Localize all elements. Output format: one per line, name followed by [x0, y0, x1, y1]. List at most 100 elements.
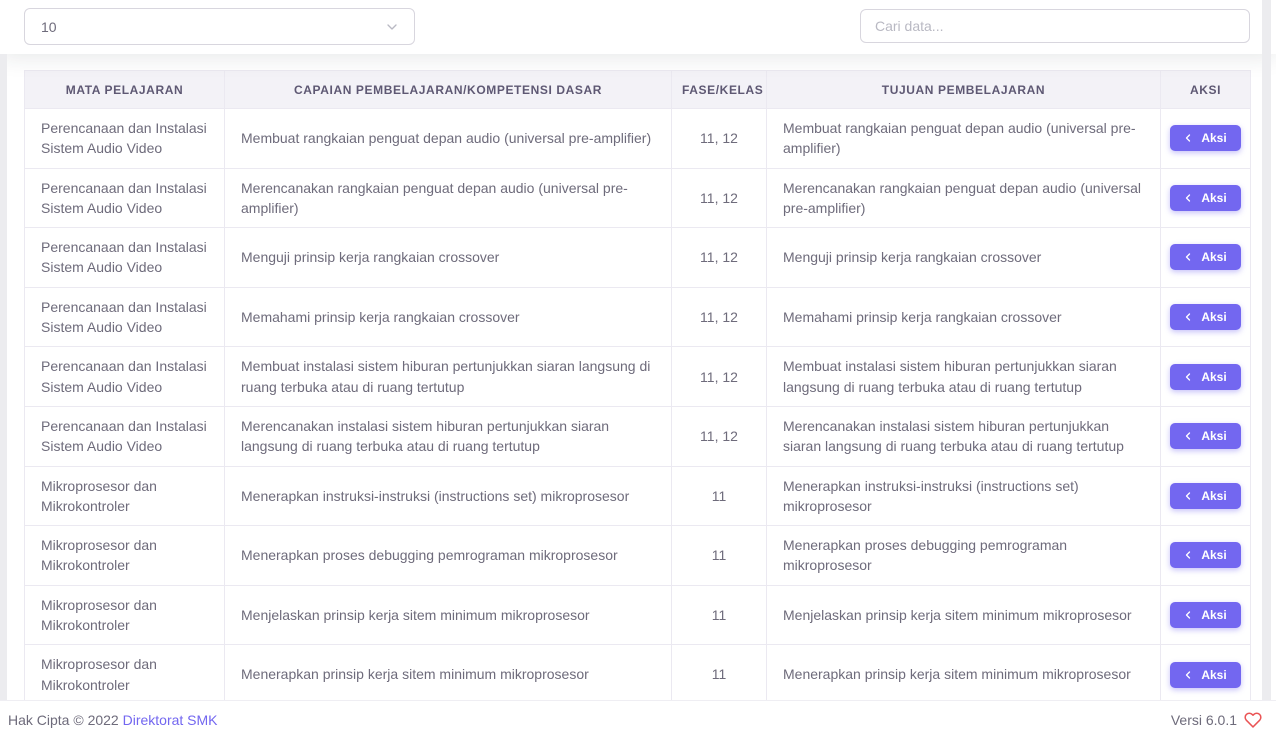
cell-fase-kelas: 11 — [671, 465, 767, 527]
chevron-left-icon — [1186, 134, 1191, 142]
cell-capaian: Merencanakan rangkaian penguat depan aud… — [224, 167, 672, 229]
direktorat-smk-link[interactable]: Direktorat SMK — [122, 711, 218, 728]
cell-mata-pelajaran: Perencanaan dan Instalasi Sistem Audio V… — [24, 346, 225, 407]
search-input[interactable] — [860, 9, 1250, 43]
datatable-toolbar: 10 — [0, 0, 1276, 54]
cell-tujuan: Menerapkan prinsip kerja sitem minimum m… — [766, 644, 1161, 700]
cell-mata-pelajaran: Mikroprosesor dan Mikrokontroler — [24, 644, 225, 700]
cell-mata-pelajaran: Perencanaan dan Instalasi Sistem Audio V… — [24, 167, 225, 229]
aksi-button-label: Aksi — [1201, 548, 1227, 563]
chevron-left-icon — [1186, 551, 1191, 560]
cell-tujuan: Membuat rangkaian penguat depan audio (u… — [766, 108, 1161, 169]
cell-fase-kelas: 11 — [671, 525, 767, 586]
aksi-button-label: Aksi — [1201, 608, 1227, 623]
chevron-left-icon — [1186, 670, 1191, 679]
cell-mata-pelajaran: Mikroprosesor dan Mikrokontroler — [24, 525, 225, 586]
page-footer: Hak Cipta © 2022 Direktorat SMK Versi 6.… — [0, 700, 1276, 738]
cell-capaian: Menerapkan prinsip kerja sitem minimum m… — [224, 644, 672, 700]
cell-capaian: Menerapkan proses debugging pemrograman … — [224, 525, 672, 586]
table-row: Perencanaan dan Instalasi Sistem Audio V… — [24, 346, 1251, 407]
page-background-gutter — [0, 54, 7, 700]
aksi-button[interactable]: Aksi — [1170, 125, 1241, 152]
curriculum-table: MATA PELAJARAN CAPAIAN PEMBELAJARAN/KOMP… — [24, 70, 1251, 700]
aksi-button-label: Aksi — [1201, 667, 1227, 682]
version-text: Versi 6.0.1 — [1170, 711, 1237, 728]
cell-mata-pelajaran: Perencanaan dan Instalasi Sistem Audio V… — [24, 108, 225, 169]
table-row: Mikroprosesor dan Mikrokontroler Menerap… — [24, 465, 1251, 527]
vertical-scrollbar[interactable] — [1262, 0, 1271, 700]
cell-tujuan: Memahami prinsip kerja rangkaian crossov… — [766, 286, 1161, 348]
cell-capaian: Menerapkan instruksi-instruksi (instruct… — [224, 465, 672, 527]
chevron-left-icon — [1186, 492, 1191, 500]
aksi-button[interactable]: Aksi — [1170, 184, 1241, 211]
chevron-left-icon — [1186, 194, 1191, 202]
aksi-button[interactable]: Aksi — [1170, 423, 1241, 450]
table-row: Mikroprosesor dan Mikrokontroler Menerap… — [24, 525, 1251, 586]
aksi-button[interactable]: Aksi — [1170, 244, 1241, 271]
header-fase-kelas: FASE/KELAS — [671, 70, 767, 109]
aksi-button[interactable]: Aksi — [1170, 602, 1241, 629]
cell-tujuan: Menjelaskan prinsip kerja sitem minimum … — [766, 584, 1161, 646]
aksi-button-label: Aksi — [1201, 250, 1227, 265]
aksi-button-label: Aksi — [1201, 190, 1227, 205]
chevron-left-icon — [1186, 253, 1191, 262]
header-aksi: AKSI — [1160, 70, 1251, 109]
cell-tujuan: Menguji prinsip kerja rangkaian crossove… — [766, 227, 1161, 288]
table-row: Perencanaan dan Instalasi Sistem Audio V… — [24, 286, 1251, 348]
copyright-prefix: Hak Cipta © 2022 — [8, 711, 123, 728]
header-capaian: CAPAIAN PEMBELAJARAN/KOMPETENSI DASAR — [224, 70, 672, 109]
cell-fase-kelas: 11 — [671, 644, 767, 700]
chevron-left-icon — [1186, 313, 1191, 321]
cell-tujuan: Merencanakan rangkaian penguat depan aud… — [766, 167, 1161, 229]
cell-tujuan: Menerapkan instruksi-instruksi (instruct… — [766, 465, 1161, 527]
cell-fase-kelas: 11, 12 — [671, 227, 767, 288]
cell-mata-pelajaran: Perencanaan dan Instalasi Sistem Audio V… — [24, 286, 225, 348]
aksi-button[interactable]: Aksi — [1170, 482, 1241, 509]
aksi-button-label: Aksi — [1201, 429, 1227, 444]
cell-tujuan: Membuat instalasi sistem hiburan pertunj… — [766, 346, 1161, 407]
aksi-button[interactable]: Aksi — [1170, 304, 1241, 331]
cell-tujuan: Merencanakan instalasi sistem hiburan pe… — [766, 405, 1161, 467]
page-size-select[interactable]: 10 — [24, 8, 415, 45]
aksi-button-label: Aksi — [1201, 310, 1227, 325]
cell-capaian: Memahami prinsip kerja rangkaian crossov… — [224, 286, 672, 348]
aksi-button[interactable]: Aksi — [1170, 363, 1241, 390]
table-body: Perencanaan dan Instalasi Sistem Audio V… — [24, 108, 1251, 700]
cell-mata-pelajaran: Perencanaan dan Instalasi Sistem Audio V… — [24, 227, 225, 288]
aksi-button[interactable]: Aksi — [1170, 542, 1241, 569]
chevron-down-icon — [387, 23, 397, 30]
header-tujuan: TUJUAN PEMBELAJARAN — [766, 70, 1161, 109]
cell-mata-pelajaran: Mikroprosesor dan Mikrokontroler — [24, 465, 225, 527]
cell-capaian: Membuat instalasi sistem hiburan pertunj… — [224, 346, 672, 407]
table-header-row: MATA PELAJARAN CAPAIAN PEMBELAJARAN/KOMP… — [24, 70, 1251, 109]
header-mata-pelajaran: MATA PELAJARAN — [24, 70, 225, 109]
chevron-left-icon — [1186, 611, 1191, 619]
cell-mata-pelajaran: Perencanaan dan Instalasi Sistem Audio V… — [24, 405, 225, 467]
cell-capaian: Menjelaskan prinsip kerja sitem minimum … — [224, 584, 672, 646]
aksi-button-label: Aksi — [1201, 488, 1227, 503]
datatable-card: MATA PELAJARAN CAPAIAN PEMBELAJARAN/KOMP… — [7, 54, 1262, 700]
table-row: Perencanaan dan Instalasi Sistem Audio V… — [24, 108, 1251, 169]
table-row: Perencanaan dan Instalasi Sistem Audio V… — [24, 167, 1251, 229]
aksi-button[interactable]: Aksi — [1170, 661, 1241, 688]
cell-fase-kelas: 11, 12 — [671, 346, 767, 407]
heart-icon — [1243, 711, 1263, 729]
chevron-left-icon — [1186, 432, 1191, 440]
cell-capaian: Membuat rangkaian penguat depan audio (u… — [224, 108, 672, 169]
table-row: Perencanaan dan Instalasi Sistem Audio V… — [24, 227, 1251, 288]
page-size-value: 10 — [41, 18, 57, 35]
table-row: Mikroprosesor dan Mikrokontroler Menjela… — [24, 584, 1251, 646]
cell-capaian: Merencanakan instalasi sistem hiburan pe… — [224, 405, 672, 467]
aksi-button-label: Aksi — [1201, 131, 1227, 146]
table-row: Mikroprosesor dan Mikrokontroler Menerap… — [24, 644, 1251, 700]
cell-tujuan: Menerapkan proses debugging pemrograman … — [766, 525, 1161, 586]
chevron-left-icon — [1186, 373, 1191, 381]
cell-fase-kelas: 11, 12 — [671, 108, 767, 169]
cell-fase-kelas: 11 — [671, 584, 767, 646]
cell-capaian: Menguji prinsip kerja rangkaian crossove… — [224, 227, 672, 288]
table-row: Perencanaan dan Instalasi Sistem Audio V… — [24, 405, 1251, 467]
cell-fase-kelas: 11, 12 — [671, 286, 767, 348]
copyright-text: Hak Cipta © 2022 Direktorat SMK — [8, 712, 218, 728]
cell-fase-kelas: 11, 12 — [671, 405, 767, 467]
cell-mata-pelajaran: Mikroprosesor dan Mikrokontroler — [24, 584, 225, 646]
